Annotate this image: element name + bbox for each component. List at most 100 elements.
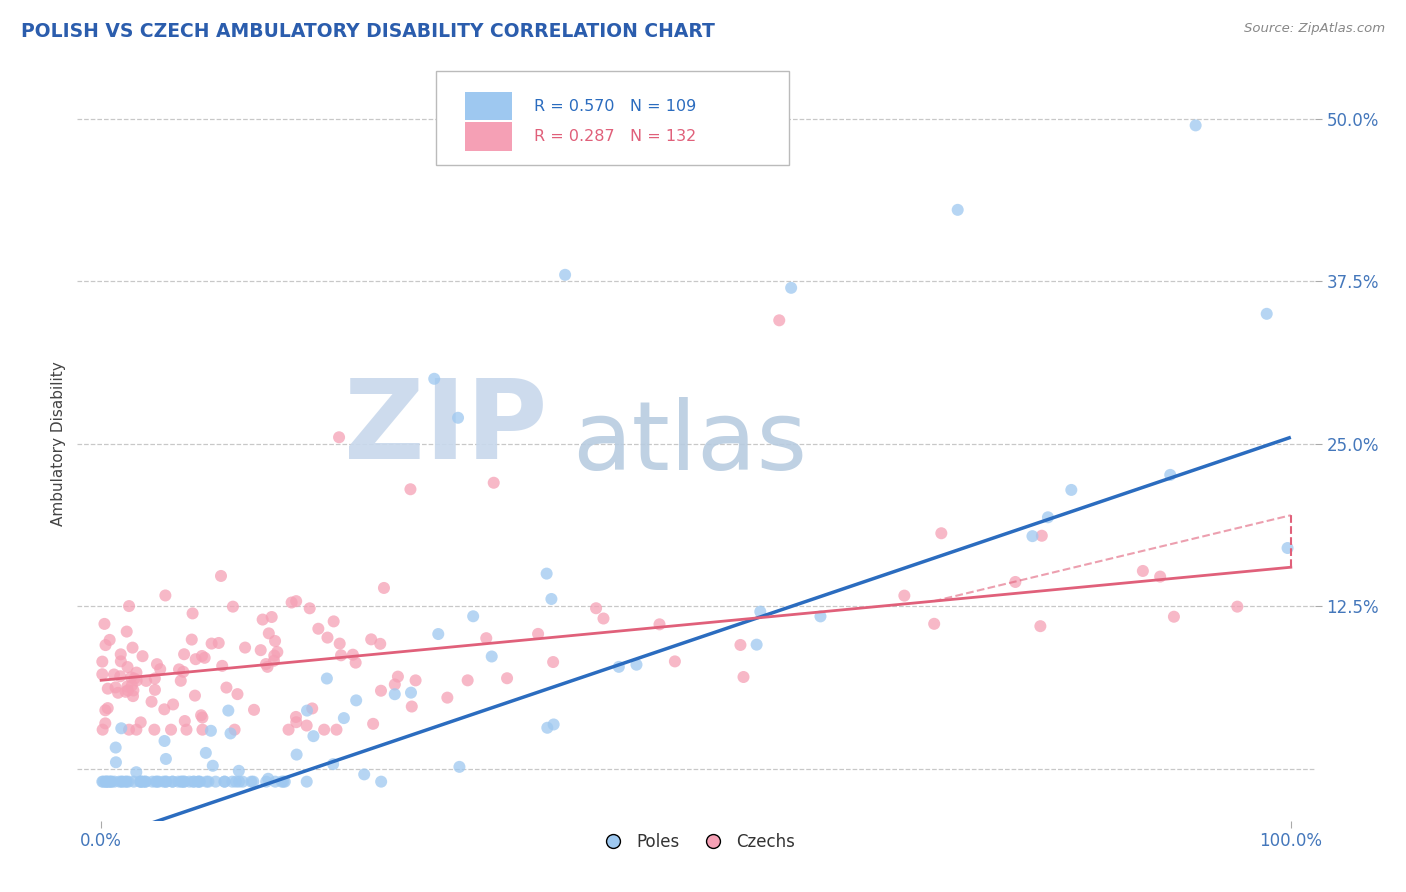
Point: [249, 643, 271, 657]
Point: [322, 757, 344, 772]
Point: [146, 657, 169, 672]
Point: [745, 638, 768, 652]
Point: [232, 774, 254, 789]
Point: [96, 774, 118, 789]
Point: [730, 638, 752, 652]
Point: [257, 626, 280, 640]
Point: [134, 774, 156, 789]
Point: [183, 774, 205, 789]
Point: [141, 695, 163, 709]
Point: [114, 685, 136, 699]
Point: [110, 648, 132, 662]
Point: [329, 637, 352, 651]
Text: atlas: atlas: [572, 397, 807, 491]
Point: [328, 430, 350, 444]
Point: [307, 622, 329, 636]
Point: [399, 482, 422, 496]
Point: [931, 526, 953, 541]
Point: [173, 774, 195, 789]
Point: [946, 202, 969, 217]
Point: [298, 601, 321, 615]
Point: [330, 648, 353, 663]
Point: [263, 654, 285, 668]
Point: [153, 734, 176, 748]
Point: [94, 774, 117, 789]
Point: [233, 640, 256, 655]
Text: R = 0.287   N = 132: R = 0.287 N = 132: [534, 128, 696, 144]
Point: [121, 640, 143, 655]
Point: [117, 683, 139, 698]
Point: [94, 638, 117, 652]
Point: [664, 654, 686, 668]
Point: [333, 711, 356, 725]
FancyBboxPatch shape: [464, 92, 512, 120]
Point: [285, 747, 308, 762]
Point: [103, 774, 125, 789]
Point: [263, 648, 285, 663]
Point: [190, 708, 212, 723]
Point: [143, 723, 166, 737]
Point: [344, 693, 367, 707]
Point: [360, 632, 382, 647]
Text: POLISH VS CZECH AMBULATORY DISABILITY CORRELATION CHART: POLISH VS CZECH AMBULATORY DISABILITY CO…: [21, 22, 716, 41]
Point: [209, 569, 232, 583]
Point: [447, 410, 470, 425]
Point: [176, 723, 198, 737]
Point: [481, 649, 503, 664]
Point: [104, 681, 127, 695]
Point: [254, 657, 277, 671]
Point: [1029, 619, 1052, 633]
Point: [370, 683, 392, 698]
Text: ZIP: ZIP: [344, 376, 547, 483]
Point: [1021, 529, 1043, 543]
Point: [170, 774, 193, 789]
Point: [301, 701, 323, 715]
Point: [211, 658, 233, 673]
Point: [527, 627, 550, 641]
Point: [221, 774, 243, 789]
Point: [228, 764, 250, 778]
Point: [197, 774, 219, 789]
Point: [103, 667, 125, 681]
Point: [257, 772, 280, 786]
Point: [153, 702, 176, 716]
Point: [810, 609, 832, 624]
Point: [536, 721, 558, 735]
Point: [541, 655, 564, 669]
Point: [155, 774, 177, 789]
Point: [585, 601, 607, 615]
Point: [129, 715, 152, 730]
Point: [121, 679, 143, 693]
Point: [475, 631, 498, 645]
Point: [384, 687, 406, 701]
Point: [110, 654, 132, 668]
Point: [280, 595, 302, 609]
Point: [110, 721, 132, 735]
Point: [152, 774, 174, 789]
Point: [125, 723, 148, 737]
Point: [285, 715, 308, 730]
Point: [240, 774, 263, 789]
Point: [155, 774, 177, 789]
Point: [200, 723, 222, 738]
Point: [173, 647, 195, 661]
Point: [125, 665, 148, 680]
Point: [97, 681, 120, 696]
Point: [256, 660, 278, 674]
Point: [271, 774, 294, 789]
Point: [194, 746, 217, 760]
Point: [387, 670, 409, 684]
Point: [188, 774, 211, 789]
Point: [277, 723, 299, 737]
Point: [222, 599, 245, 614]
Point: [314, 723, 336, 737]
Point: [342, 648, 364, 662]
Point: [91, 723, 114, 737]
Point: [733, 670, 755, 684]
Point: [135, 673, 157, 688]
Point: [114, 774, 136, 789]
Point: [117, 774, 139, 789]
Point: [1031, 529, 1053, 543]
Point: [264, 774, 287, 789]
Point: [315, 672, 337, 686]
